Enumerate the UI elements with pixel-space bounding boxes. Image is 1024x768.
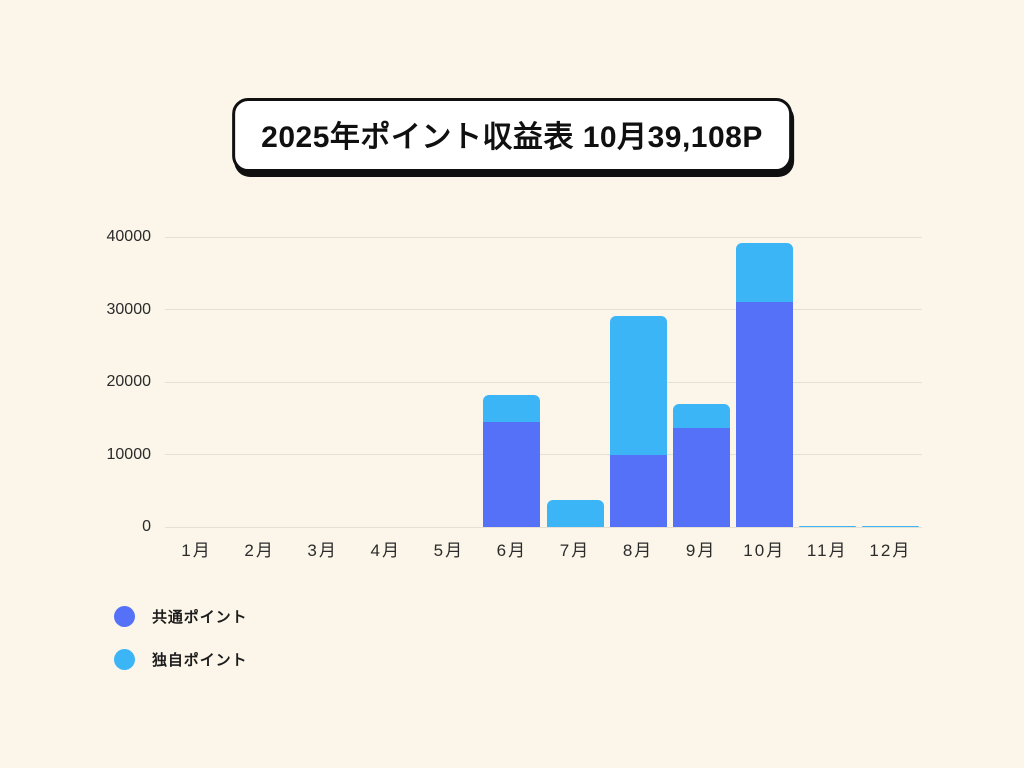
legend-item-共通ポイント: 共通ポイント xyxy=(114,606,247,627)
stacked-bar-12月[interactable] xyxy=(861,525,919,527)
legend-label: 共通ポイント xyxy=(152,609,248,626)
bar-slot xyxy=(165,237,228,527)
plot-area: 1月 2月 3月 4月 5月 6月 7月 8月 9月 10月 11月 12月 0 10000 20000 3… xyxy=(107,229,922,560)
legend-label: 独自ポイント xyxy=(152,652,248,669)
bar-slot xyxy=(733,237,796,527)
stacked-bar-7月[interactable] xyxy=(546,500,604,527)
y-axis-tick-label: 20000 xyxy=(106,373,152,390)
bar-segment-独自ポイント[interactable] xyxy=(609,316,667,456)
bar-segment-独自ポイント[interactable] xyxy=(798,525,856,527)
x-axis-tick-label: 9月 xyxy=(685,541,717,560)
x-axis-tick-label: 4月 xyxy=(370,541,402,560)
x-axis-tick-label: 11月 xyxy=(806,541,848,560)
legend: 共通ポイント 独自ポイント xyxy=(114,606,247,670)
y-axis-tick-label: 30000 xyxy=(106,300,152,318)
bar-slot xyxy=(607,237,670,527)
xaxis-labels: 1月 2月 3月 4月 5月 6月 7月 8月 9月 10月 11月 12月 xyxy=(165,536,922,561)
gridline xyxy=(165,236,922,238)
bar-slot xyxy=(228,237,291,527)
legend-swatch-icon xyxy=(114,606,135,627)
bar-slot xyxy=(796,237,859,527)
bar-segment-共通ポイント[interactable] xyxy=(672,427,730,527)
bar-slot xyxy=(543,237,606,527)
bar-segment-共通ポイント[interactable] xyxy=(483,421,541,527)
bar-slot xyxy=(859,237,922,527)
gridline xyxy=(165,454,922,455)
x-axis-tick-label: 8月 xyxy=(622,541,654,560)
bar-segment-独自ポイント[interactable] xyxy=(546,500,604,527)
x-axis-tick-label: 6月 xyxy=(496,541,528,560)
stacked-bar-11月[interactable] xyxy=(798,525,856,527)
y-axis-tick-label: 10000 xyxy=(106,445,152,463)
x-axis-tick-label: 3月 xyxy=(307,541,338,560)
bar-segment-独自ポイント[interactable] xyxy=(672,404,730,428)
bar-slot xyxy=(670,237,733,527)
gridline xyxy=(165,381,922,383)
legend-swatch-icon xyxy=(114,649,135,670)
x-axis-tick-label: 5月 xyxy=(433,541,465,560)
bar-segment-独自ポイント[interactable] xyxy=(735,243,793,303)
bar-slot xyxy=(417,237,480,527)
x-axis-tick-label: 7月 xyxy=(559,541,591,560)
bar-slot xyxy=(291,237,354,527)
bar-slot xyxy=(480,237,543,527)
bar-segment-独自ポイント[interactable] xyxy=(861,525,919,527)
x-axis-tick-label: 10月 xyxy=(743,541,786,560)
y-axis-tick-label: 40000 xyxy=(106,228,152,245)
bar-segment-独自ポイント[interactable] xyxy=(483,395,541,422)
bar-segment-共通ポイント[interactable] xyxy=(609,455,667,527)
bar-slot xyxy=(354,237,417,527)
gridline xyxy=(165,309,922,310)
x-axis-tick-label: 2月 xyxy=(244,541,275,560)
chart-title: 2025年ポイント収益表 10月39,108P xyxy=(232,98,792,172)
x-axis-tick-label: 12月 xyxy=(869,541,912,560)
stacked-bar-6月[interactable] xyxy=(483,395,541,527)
gridline xyxy=(165,526,922,528)
bars-row xyxy=(165,237,922,527)
stacked-bar-10月[interactable] xyxy=(735,243,793,527)
legend-item-独自ポイント: 独自ポイント xyxy=(114,649,247,670)
stacked-bar-9月[interactable] xyxy=(672,404,730,527)
stacked-bar-8月[interactable] xyxy=(609,316,667,527)
x-axis-tick-label: 1月 xyxy=(181,541,212,560)
bar-segment-共通ポイント[interactable] xyxy=(735,302,793,527)
y-axis-tick-label: 0 xyxy=(142,518,151,535)
